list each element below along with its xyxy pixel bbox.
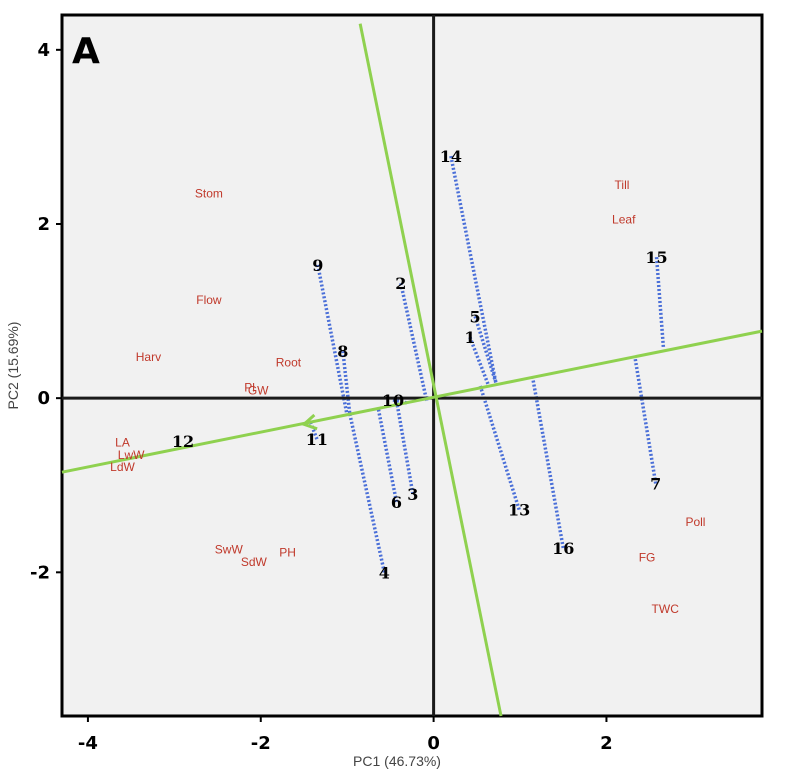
trait-label: SdW <box>241 555 268 569</box>
genotype-label: 9 <box>312 256 323 275</box>
projection-line <box>654 256 666 349</box>
trait-label: Harv <box>136 350 161 364</box>
projection-line <box>341 350 352 415</box>
trait-label: GW <box>248 383 269 397</box>
y-tick-label: 2 <box>37 214 50 235</box>
panel-label: A <box>72 31 100 72</box>
y-tick-label: 0 <box>37 388 50 409</box>
trait-label: Root <box>276 355 302 369</box>
trait-label: LwW <box>118 448 145 462</box>
x-tick-label: 0 <box>427 733 440 754</box>
projection-line <box>530 374 565 549</box>
genotype-label: 13 <box>508 501 530 520</box>
genotype-label: 14 <box>440 147 462 166</box>
trait-label: Poll <box>685 515 705 529</box>
x-tick-label: -2 <box>251 733 271 754</box>
projection-line <box>468 336 490 385</box>
genotype-label: 4 <box>379 563 390 582</box>
projection-line <box>449 155 498 383</box>
projection-line <box>309 422 319 440</box>
x-tick-label: 2 <box>600 733 613 754</box>
projection-line <box>633 356 658 484</box>
tick-labels: -4 -2 0 2 -2 0 2 4 <box>30 40 613 754</box>
axis-arrowhead <box>301 413 318 431</box>
trait-label: PH <box>279 545 296 559</box>
x-tick-label: -4 <box>78 733 98 754</box>
projection-line <box>316 264 349 416</box>
trait-label: Flow <box>196 293 222 307</box>
trait-label: Stom <box>195 187 223 201</box>
y-tick-label: -2 <box>30 562 50 583</box>
trait-label: LdW <box>110 460 135 474</box>
plot-frame <box>60 13 764 718</box>
genotype-label: 10 <box>382 391 404 410</box>
plot-area <box>60 13 764 718</box>
genotype-label: 3 <box>407 485 418 504</box>
trait-label: Pl <box>244 381 255 395</box>
projection-line <box>348 413 387 573</box>
projection-line <box>399 282 429 402</box>
genotype-label: 6 <box>391 493 402 512</box>
average-environment-axis <box>61 329 763 474</box>
genotype-label: 5 <box>470 307 481 326</box>
trait-label: Till <box>615 178 630 192</box>
projection-line <box>478 385 521 511</box>
genotype-label: 7 <box>650 474 661 493</box>
trait-label: Leaf <box>612 213 636 227</box>
ata-ordinate-axis <box>358 23 503 717</box>
trait-label: LA <box>115 436 130 450</box>
genotype-label: 15 <box>645 248 667 267</box>
projection-lines <box>309 155 666 573</box>
genotype-label: 1 <box>464 328 475 347</box>
trait-label: SwW <box>215 543 244 557</box>
projection-line <box>473 315 498 384</box>
genotype-label: 2 <box>395 274 406 293</box>
axis-lines <box>61 15 763 717</box>
y-axis-title: PC2 (15.69%) <box>5 322 21 410</box>
trait-label: FG <box>639 551 656 565</box>
trait-label: TWC <box>652 602 680 616</box>
genotype-label: 11 <box>306 430 328 449</box>
genotype-label: 16 <box>552 539 574 558</box>
x-axis-title: PC1 (46.73%) <box>353 753 441 769</box>
y-tick-label: 4 <box>37 40 50 61</box>
projection-line <box>395 404 415 495</box>
genotype-label: 8 <box>337 342 348 361</box>
genotype-label: 12 <box>172 432 194 451</box>
